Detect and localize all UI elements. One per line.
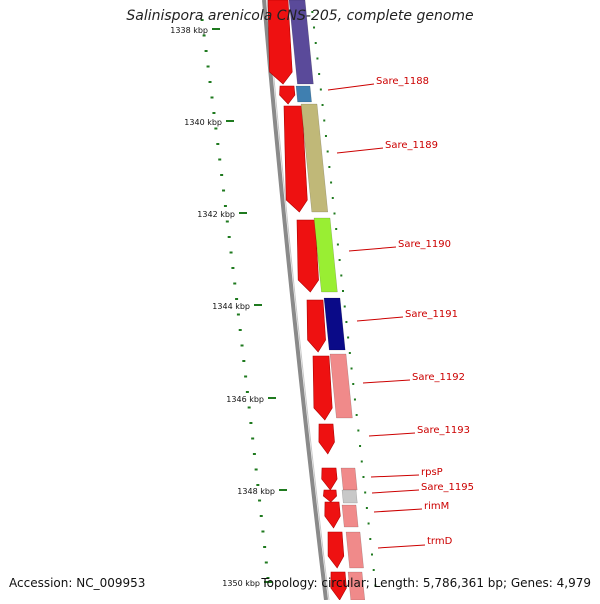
cds-arrow — [321, 467, 338, 491]
ruler-label: 1344 kbp — [212, 302, 250, 311]
feature-bar-top — [288, 0, 314, 85]
gene-label: Sare_1189 — [385, 140, 438, 151]
feature-bar — [329, 353, 353, 419]
gene-label-leader — [373, 508, 423, 513]
ruler-label: 1346 kbp — [226, 395, 264, 404]
feature-bar — [341, 489, 358, 504]
feature-bar — [341, 504, 359, 528]
feature-bar — [300, 103, 329, 213]
cds-arrow-bottom — [330, 571, 347, 601]
accession-text: Accession: NC_009953 — [9, 576, 146, 590]
cds-arrow — [324, 501, 341, 529]
ruler-label: 1340 kbp — [184, 118, 222, 127]
gene-label-leader — [370, 474, 420, 478]
gene-label: Sare_1195 — [421, 482, 474, 493]
feature-bar — [345, 531, 364, 569]
ruler-label: 1350 kbp — [222, 579, 260, 588]
cds-arrow — [312, 355, 333, 421]
gene-label-leader — [368, 432, 416, 437]
gene-label: rimM — [424, 501, 449, 512]
cds-arrow-top — [267, 0, 293, 85]
gene-label-leader — [336, 147, 384, 154]
cds-arrow — [279, 85, 296, 105]
gene-label: trmD — [427, 536, 453, 547]
feature-bar — [295, 85, 312, 103]
gene-label: Sare_1190 — [398, 239, 451, 250]
gene-label-leader — [377, 544, 426, 549]
feature-bar — [323, 297, 346, 351]
genome-summary-text: Topology: circular; Length: 5,786,361 bp… — [261, 576, 591, 590]
cds-arrow — [296, 219, 319, 293]
map-title: Salinispora arenicola CNS-205, complete … — [126, 8, 474, 24]
gene-label: rpsP — [421, 467, 443, 478]
gene-label-leader — [356, 316, 404, 322]
gene-label: Sare_1193 — [417, 425, 470, 436]
backbone-line — [262, 0, 328, 601]
gene-label-leader — [362, 379, 411, 384]
feature-bar — [313, 217, 338, 293]
cds-arrow — [306, 299, 326, 353]
feature-bar — [340, 467, 358, 491]
backbone-highlight — [266, 0, 330, 601]
gene-label-leader — [327, 83, 375, 91]
gene-label: Sare_1188 — [376, 76, 429, 87]
gene-label: Sare_1192 — [412, 372, 465, 383]
ruler-label: 1348 kbp — [237, 487, 275, 496]
cds-arrow — [283, 105, 308, 213]
ruler-label: 1338 kbp — [170, 26, 208, 35]
gene-label-leader — [371, 489, 420, 494]
ruler-label: 1342 kbp — [197, 210, 235, 219]
cds-arrow — [318, 423, 335, 455]
cds-arrow — [327, 531, 345, 569]
gene-label: Sare_1191 — [405, 309, 458, 320]
cds-arrow — [323, 489, 337, 503]
gene-label-leader — [348, 246, 397, 252]
